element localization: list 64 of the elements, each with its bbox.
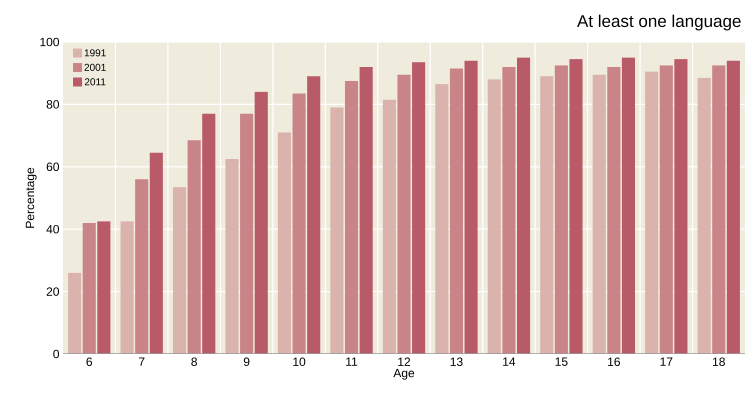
bar (516, 58, 530, 354)
bar (660, 65, 673, 354)
bar (360, 66, 373, 354)
x-tick-label: 13 (450, 358, 463, 366)
bar (188, 140, 201, 354)
x-tick-label: 8 (191, 358, 197, 366)
y-tick-label: 100 (40, 38, 60, 46)
legend-label: 2011 (84, 78, 106, 86)
bar (450, 68, 464, 354)
bar (674, 59, 688, 354)
bar (412, 62, 426, 354)
bar (554, 65, 568, 354)
bar (172, 187, 186, 354)
x-tick-label: 17 (660, 358, 672, 366)
bar (254, 92, 268, 354)
x-tick-label: 6 (86, 358, 92, 366)
legend-label: 1991 (84, 49, 106, 56)
bar (464, 60, 478, 354)
bar (330, 108, 344, 354)
bar (397, 74, 411, 354)
x-tick-label: 18 (713, 358, 725, 366)
y-tick-label: 20 (46, 287, 60, 296)
y-tick-label: 80 (46, 100, 60, 109)
x-axis-title: Age (393, 368, 414, 380)
x-tick-label: 14 (503, 358, 516, 366)
bar (225, 158, 239, 354)
y-tick-label: 0 (53, 350, 60, 358)
x-tick-label: 7 (138, 358, 144, 366)
bar (645, 72, 658, 354)
y-tick-label: 60 (46, 162, 60, 172)
bar (150, 152, 163, 354)
x-tick-label: 12 (398, 358, 410, 366)
bar (382, 100, 396, 354)
chart-title: At least one language (577, 14, 741, 30)
x-tick-label: 11 (346, 358, 358, 366)
bar (726, 60, 740, 354)
y-axis-title: Percentage (26, 168, 37, 228)
bar (488, 79, 501, 354)
bar (307, 76, 320, 354)
bar (435, 84, 448, 354)
bar (344, 80, 358, 354)
bar (592, 74, 606, 354)
bar (202, 114, 216, 354)
bar (502, 66, 516, 354)
bar (607, 66, 620, 354)
bar (120, 221, 134, 354)
x-tick-label: 15 (556, 358, 568, 366)
bar (540, 76, 554, 354)
bar (278, 132, 292, 354)
bar (622, 58, 636, 354)
y-tick-label: 40 (46, 224, 60, 234)
bar (135, 179, 148, 354)
legend-label: 2001 (84, 64, 106, 71)
bar (698, 78, 711, 354)
bar (569, 59, 583, 354)
bar (712, 65, 726, 354)
x-tick-label: 16 (608, 358, 620, 366)
bar (82, 222, 96, 354)
bar (240, 114, 254, 354)
bar (68, 272, 82, 354)
x-tick-label: 9 (244, 358, 250, 366)
bar (97, 221, 110, 354)
bar (292, 93, 306, 354)
x-tick-label: 10 (293, 358, 306, 366)
